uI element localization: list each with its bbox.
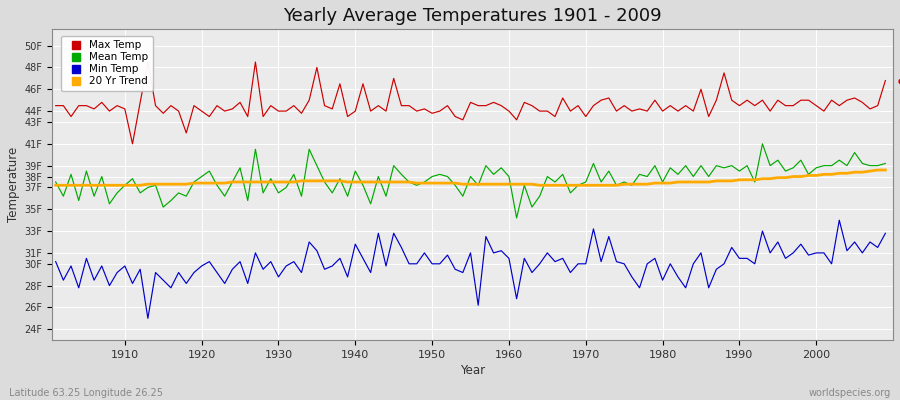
X-axis label: Year: Year <box>460 364 485 377</box>
Text: Latitude 63.25 Longitude 26.25: Latitude 63.25 Longitude 26.25 <box>9 388 163 398</box>
Point <box>894 77 900 84</box>
Text: worldspecies.org: worldspecies.org <box>809 388 891 398</box>
Legend: Max Temp, Mean Temp, Min Temp, 20 Yr Trend: Max Temp, Mean Temp, Min Temp, 20 Yr Tre… <box>61 36 153 91</box>
Title: Yearly Average Temperatures 1901 - 2009: Yearly Average Temperatures 1901 - 2009 <box>284 7 662 25</box>
Y-axis label: Temperature: Temperature <box>7 147 20 222</box>
